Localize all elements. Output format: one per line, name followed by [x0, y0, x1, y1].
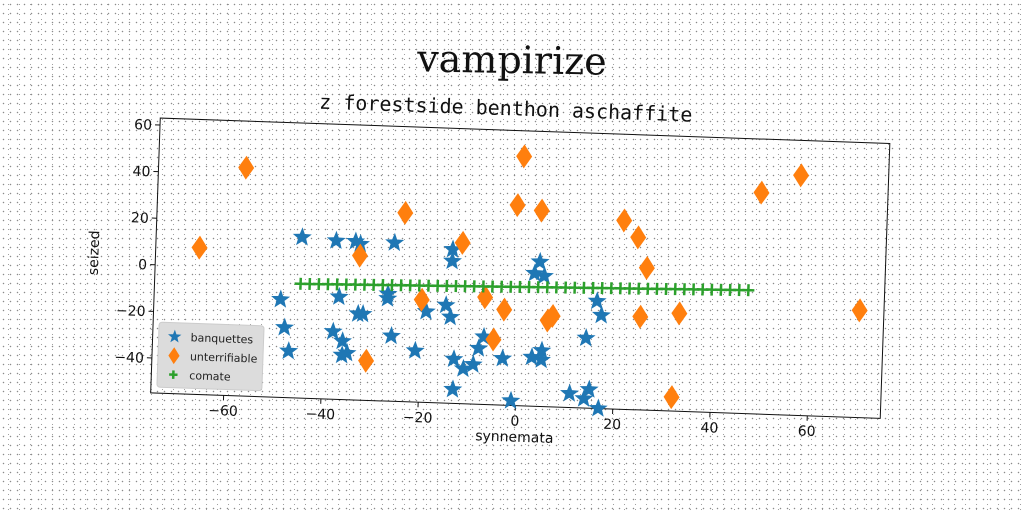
- series-layer: [191, 144, 868, 417]
- x-tick-label: −40: [305, 406, 335, 423]
- unterrifiable-point: [630, 225, 647, 250]
- banquettes-point: [443, 379, 463, 398]
- legend: banquettes unterrifiable comate: [156, 321, 265, 392]
- banquettes-point: [292, 227, 312, 246]
- banquettes-point: [443, 239, 463, 258]
- scatter-chart: z forestside benthon aschaffite −60 −40 −2…: [86, 90, 891, 447]
- unterrifiable-point: [533, 198, 550, 223]
- unterrifiable-point: [477, 285, 494, 310]
- banquettes-point: [436, 295, 456, 314]
- banquettes-point: [275, 317, 295, 336]
- banquettes-point: [444, 349, 464, 368]
- x-tick-label: −60: [208, 403, 238, 420]
- unterrifiable-point: [753, 180, 770, 205]
- banquettes-point: [329, 286, 349, 306]
- x-tick-label: −20: [403, 410, 433, 427]
- unterrifiable-point: [632, 304, 649, 329]
- unterrifiable-point: [454, 230, 471, 255]
- unterrifiable-point: [663, 385, 680, 410]
- banquettes-point: [385, 232, 405, 252]
- banquettes-point: [560, 383, 580, 402]
- series-comate: [294, 277, 755, 297]
- banquettes-point: [442, 251, 462, 270]
- comate-point: [742, 284, 755, 297]
- banquettes-point: [579, 379, 599, 398]
- y-tick-label: −40: [114, 350, 144, 367]
- banquettes-point: [323, 321, 343, 340]
- legend-marker-unterrifiable: [168, 347, 180, 365]
- unterrifiable-point: [671, 301, 688, 326]
- banquettes-point: [453, 358, 473, 378]
- legend-label: comate: [189, 369, 231, 383]
- banquettes-point: [378, 288, 398, 307]
- banquettes-point: [271, 289, 291, 308]
- banquettes-point: [493, 348, 513, 367]
- legend-marker-comate: [169, 370, 178, 379]
- y-tick-label: 40: [132, 164, 150, 181]
- x-axis-label: synnemata: [475, 428, 554, 447]
- legend-box: [156, 321, 265, 392]
- banquettes-point: [588, 398, 608, 417]
- x-tick-label: 40: [700, 420, 718, 437]
- unterrifiable-point: [496, 297, 513, 322]
- banquettes-point: [501, 390, 521, 410]
- banquettes-point: [587, 291, 607, 310]
- banquettes-point: [576, 328, 596, 347]
- banquettes-point: [279, 341, 299, 360]
- x-tick-label: 20: [603, 417, 621, 434]
- unterrifiable-point: [516, 144, 533, 169]
- unterrifiable-point: [616, 208, 633, 233]
- y-tick-label: −20: [116, 303, 146, 320]
- banquettes-point: [332, 345, 352, 364]
- unterrifiable-point: [413, 287, 430, 312]
- unterrifiable-point: [793, 163, 810, 188]
- banquettes-point: [532, 340, 552, 359]
- chart-title: z forestside benthon aschaffite: [319, 90, 693, 127]
- unterrifiable-point: [238, 155, 255, 180]
- banquettes-point: [405, 340, 425, 360]
- unterrifiable-point: [351, 243, 368, 268]
- unterrifiable-point: [485, 327, 502, 352]
- banquettes-point: [351, 234, 370, 253]
- banquettes-point: [474, 326, 494, 346]
- legend-label: banquettes: [190, 331, 253, 346]
- banquettes-point: [574, 388, 594, 408]
- y-tick-label: 0: [138, 257, 147, 273]
- y-axis-label: seized: [86, 230, 104, 275]
- unterrifiable-point: [851, 298, 868, 323]
- unterrifiable-point: [638, 255, 655, 280]
- banquettes-point: [591, 305, 611, 324]
- banquettes-point: [416, 301, 436, 320]
- legend-marker-banquettes: [168, 329, 182, 343]
- banquettes-point: [326, 230, 346, 250]
- banquettes-point: [531, 349, 551, 369]
- unterrifiable-point: [397, 200, 414, 225]
- x-tick-label: 60: [798, 423, 816, 440]
- x-axis: −60 −40 −20 0 20 40 60: [208, 395, 816, 440]
- chart-figure: z forestside benthon aschaffite −60 −40 −2…: [54, 80, 946, 470]
- banquettes-point: [469, 338, 489, 357]
- unterrifiable-point: [509, 193, 526, 218]
- banquettes-point: [441, 307, 461, 326]
- banquettes-point: [381, 325, 401, 345]
- x-tick-label: 0: [510, 413, 519, 429]
- y-tick-label: 20: [131, 210, 149, 227]
- banquettes-point: [353, 304, 373, 323]
- unterrifiable-point: [358, 348, 375, 373]
- unterrifiable-point: [191, 235, 208, 260]
- banquettes-point: [333, 331, 352, 350]
- series-banquettes: [271, 227, 611, 417]
- banquettes-point: [463, 354, 483, 373]
- figure-suptitle: vampirize: [416, 36, 608, 84]
- y-axis: −40 −20 0 20 40 60: [114, 117, 161, 367]
- banquettes-point: [525, 263, 545, 282]
- legend-label: unterrifiable: [190, 350, 258, 365]
- series-unterrifiable: [191, 144, 868, 410]
- banquettes-point: [522, 347, 542, 366]
- banquettes-point: [530, 251, 550, 271]
- y-tick-label: 60: [134, 117, 152, 134]
- unterrifiable-point: [544, 303, 561, 328]
